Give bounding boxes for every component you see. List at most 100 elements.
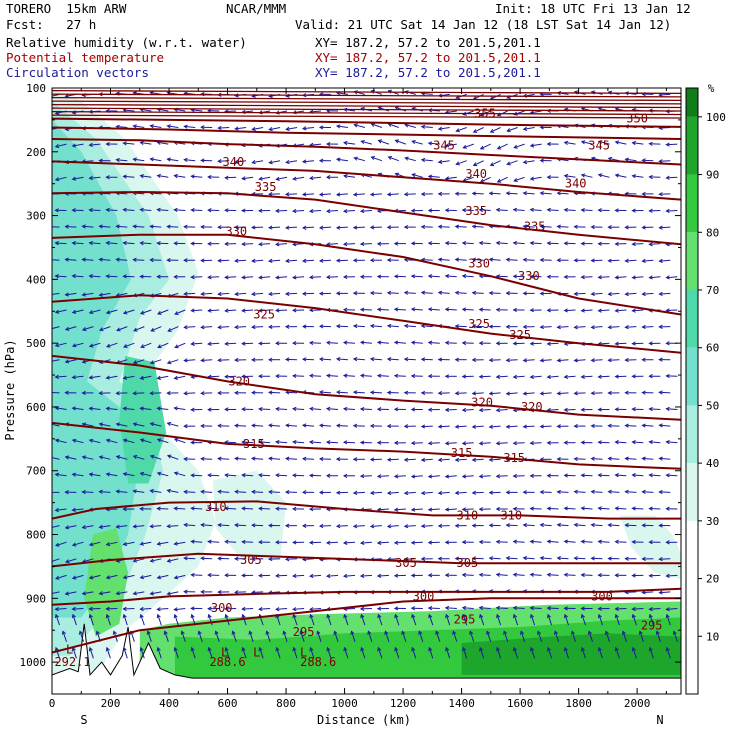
circulation-vector [301,291,315,296]
vector-shaft [140,574,152,579]
circulation-vector [461,572,474,578]
circulation-vector [200,489,213,494]
vector-head [563,506,569,511]
circulation-vector [563,539,576,544]
circulation-vector [590,325,603,330]
vector-shaft [89,407,101,410]
vector-head [488,391,494,396]
circulation-vector [325,175,339,180]
vector-shaft [632,175,644,178]
circulation-vector [234,225,247,230]
vector-head [173,471,179,476]
circulation-vector [522,424,535,429]
vector-head [301,357,307,362]
vector-shaft [302,458,315,460]
circulation-vector [631,473,644,478]
vector-head [631,140,636,146]
vector-head [665,142,670,147]
circulation-vector [149,124,162,129]
circulation-vector [241,374,254,379]
vector-head [166,591,171,596]
circulation-vector [115,524,128,529]
vector-head [325,175,331,180]
vector-shaft [530,442,542,444]
vector-head [217,125,222,131]
circulation-vector [505,358,518,363]
circulation-vector [342,540,356,545]
vector-head [353,123,358,128]
vector-shaft [82,423,94,427]
vector-shaft [336,92,348,95]
vector-shaft [235,457,247,460]
circulation-vector [217,158,230,164]
circulation-vector [309,406,322,411]
vector-head [505,424,511,429]
vector-head [427,241,433,246]
circulation-vector [251,523,264,528]
theta-label: 330 [518,269,540,283]
vector-shaft [438,226,450,228]
vector-head [251,126,256,132]
vector-shaft [116,225,128,228]
vector-head [410,440,416,446]
vector-head [318,258,324,263]
vector-shaft [252,127,264,130]
vector-head [404,156,409,161]
vector-head [217,556,222,561]
vector-head [461,307,467,312]
vector-head [61,630,66,635]
circulation-vector [403,556,416,562]
circulation-vector [166,124,179,129]
circulation-vector [607,291,620,297]
vector-shaft [530,342,542,345]
vector-shaft [462,242,474,245]
circulation-vector [444,143,457,148]
circulation-vector [369,390,382,395]
circulation-vector [217,489,230,494]
vector-shaft [574,192,586,195]
circulation-vector [234,126,247,131]
vector-head [454,391,460,396]
vector-head [268,258,273,263]
vector-head [140,344,145,349]
vector-shaft [642,326,654,328]
vector-head [529,274,534,279]
vector-shaft [394,375,406,377]
circulation-vector [173,406,186,411]
vector-shaft [540,225,552,228]
vector-head [614,308,619,313]
vector-shaft [523,160,535,163]
vector-shaft [480,143,491,150]
vector-shaft [106,647,111,659]
vector-shaft [489,557,501,560]
vector-head [539,291,544,296]
circulation-vector [359,307,372,312]
circulation-vector [98,489,111,494]
vector-head [580,440,585,445]
circulation-vector [546,606,559,611]
theta-label: 320 [228,374,250,388]
vector-head [573,489,578,494]
vector-shaft [371,123,383,128]
theta-label: 315 [503,451,525,465]
vector-shaft [201,292,213,295]
circulation-vector [335,258,348,263]
vector-head [539,522,545,528]
circulation-vector [461,407,474,413]
vector-shaft [445,143,457,147]
vector-head [88,542,94,547]
circulation-vector [444,208,457,213]
vector-head [478,374,484,379]
vector-shaft [377,341,389,344]
circulation-vector [471,290,484,296]
circulation-vector [641,225,654,230]
vector-head [149,224,154,229]
circulation-vector [437,224,450,229]
circulation-vector [88,274,101,279]
circulation-vector [71,574,84,580]
vector-head [570,630,575,635]
vector-head [665,613,670,619]
vector-shaft [174,507,186,510]
vector-head [479,613,484,619]
vector-head [88,375,93,380]
